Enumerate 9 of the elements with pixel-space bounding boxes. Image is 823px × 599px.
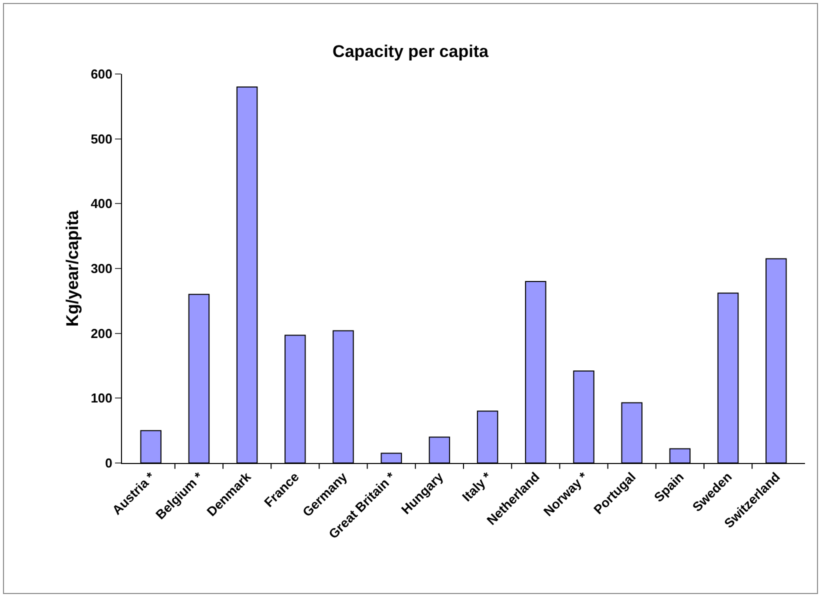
y-tick-label: 600 — [90, 66, 112, 82]
y-tick-label: 100 — [90, 390, 112, 406]
y-tick-label: 400 — [90, 196, 112, 212]
chart-title: Capacity per capita — [332, 42, 489, 62]
y-tick-label: 200 — [90, 326, 112, 341]
y-tick-label: 500 — [90, 131, 112, 146]
y-axis-title: Kg/year/capita — [63, 210, 82, 327]
y-tick-label: 0 — [105, 456, 112, 471]
y-tick-label: 300 — [90, 261, 112, 276]
